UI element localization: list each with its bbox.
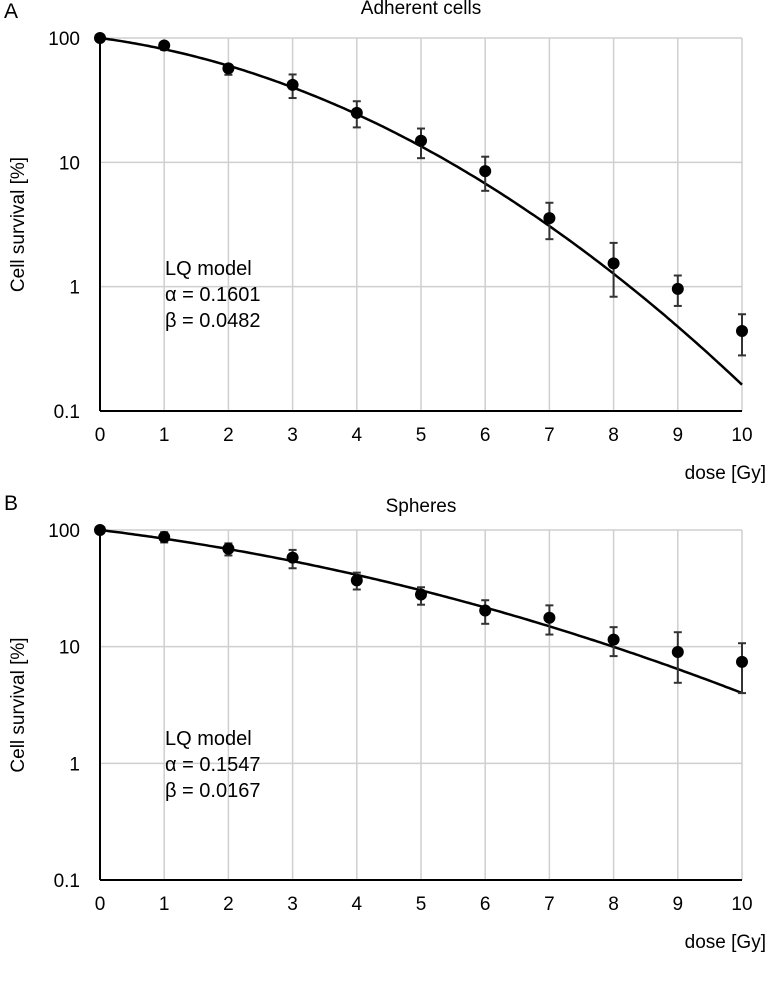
y-tick-label: 1 [69, 754, 80, 775]
x-tick-label: 6 [480, 894, 491, 915]
data-point [543, 212, 556, 225]
x-tick-label: 1 [159, 894, 170, 915]
lq-model-annotation: α = 0.1601 [165, 284, 261, 306]
data-point [607, 257, 620, 270]
x-tick-label: 3 [287, 894, 298, 915]
x-tick-label: 9 [673, 894, 684, 915]
x-tick-label: 5 [416, 894, 427, 915]
data-point [350, 574, 363, 587]
x-tick-label: 8 [608, 894, 619, 915]
y-tick-label: 100 [48, 29, 80, 50]
data-point [479, 165, 492, 178]
y-tick-label: 0.1 [54, 871, 80, 892]
data-point [415, 588, 427, 601]
data-point [286, 78, 299, 91]
data-point [222, 542, 235, 555]
data-point [94, 32, 106, 44]
data-point [222, 62, 235, 75]
x-tick-label: 2 [223, 425, 234, 446]
x-tick-label: 8 [608, 425, 619, 446]
panel-a: 0 1 2 3 4 5 6 7 8 9 10 100 10 1 0.1 A Adherent cells dose… [4, 0, 766, 484]
x-tick-label: 4 [352, 425, 363, 446]
data-point [94, 524, 106, 536]
data-point [158, 531, 171, 544]
x-tick-label: 5 [416, 425, 427, 446]
lq-model-annotation: β = 0.0167 [165, 780, 260, 802]
lq-model-annotation: α = 0.1547 [165, 754, 261, 776]
panel-label: B [4, 492, 18, 515]
x-tick-label: 10 [731, 425, 752, 446]
x-tick-label: 7 [544, 894, 555, 915]
y-tick-label: 10 [59, 153, 80, 174]
x-axis-label: dose [Gy] [685, 463, 766, 484]
data-point [286, 551, 299, 564]
data-point [736, 324, 748, 337]
data-point [671, 646, 684, 659]
data-point [671, 282, 684, 295]
x-tick-label: 7 [544, 425, 555, 446]
x-tick-label: 9 [673, 425, 684, 446]
lq-model-annotation: LQ model [165, 258, 252, 280]
panel-b: 0 1 2 3 4 5 6 7 8 9 10 100 10 1 0.1 B Spheres dose [Gy] Ce… [4, 492, 766, 953]
x-tick-label: 4 [352, 894, 363, 915]
chart-title: Spheres [386, 496, 457, 517]
x-axis-label: dose [Gy] [685, 932, 766, 953]
chart-title: Adherent cells [361, 0, 481, 19]
lq-model-annotation: β = 0.0482 [165, 310, 260, 332]
y-axis-label: Cell survival [%] [8, 157, 29, 292]
x-tick-label: 10 [731, 894, 752, 915]
data-point [607, 633, 620, 646]
panel-label: A [4, 0, 18, 23]
data-point [158, 39, 171, 52]
data-point [736, 655, 748, 668]
data-point [350, 106, 363, 119]
x-tick-label: 2 [223, 894, 234, 915]
data-point [479, 604, 492, 617]
y-tick-label: 1 [69, 278, 80, 299]
data-point [543, 611, 556, 624]
y-tick-label: 100 [48, 521, 80, 542]
y-tick-label: 10 [59, 638, 80, 659]
x-tick-label: 3 [287, 425, 298, 446]
lq-model-annotation: LQ model [165, 728, 252, 750]
y-axis-label: Cell survival [%] [8, 637, 29, 772]
x-tick-label: 0 [95, 425, 106, 446]
data-point [415, 134, 427, 147]
x-tick-label: 0 [95, 894, 106, 915]
y-tick-label: 0.1 [54, 402, 80, 423]
x-tick-label: 1 [159, 425, 170, 446]
x-tick-label: 6 [480, 425, 491, 446]
